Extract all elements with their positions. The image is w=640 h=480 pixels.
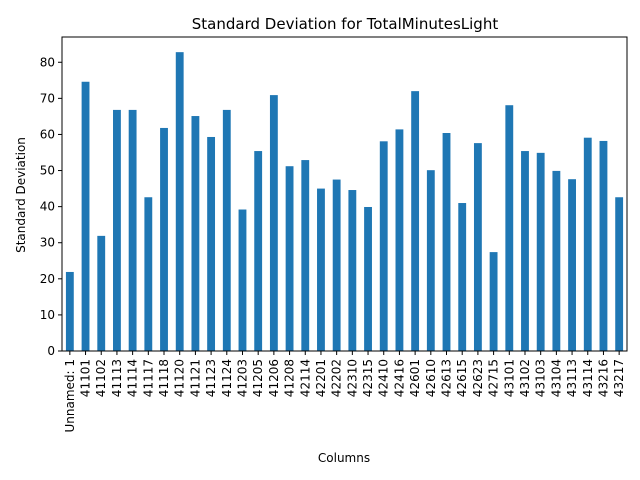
x-tick-label: 42601 xyxy=(408,359,422,397)
bar xyxy=(379,141,388,351)
x-tick-label: 42202 xyxy=(330,359,344,397)
chart-title: Standard Deviation for TotalMinutesLight xyxy=(192,15,499,33)
x-tick-label: 43104 xyxy=(549,359,563,397)
x-tick-label: 43217 xyxy=(612,359,626,397)
bar xyxy=(285,166,294,351)
bar xyxy=(113,109,121,351)
x-tick-label: 41113 xyxy=(110,359,124,397)
x-tick-label: 42114 xyxy=(298,359,312,397)
y-tick-label: 70 xyxy=(40,91,55,105)
bar xyxy=(568,179,576,351)
x-tick-label: 42410 xyxy=(377,359,391,397)
y-tick-label: 0 xyxy=(47,344,55,358)
x-tick-label: 41121 xyxy=(188,359,202,397)
bar xyxy=(97,235,106,351)
bar xyxy=(426,170,435,351)
y-tick-label: 10 xyxy=(40,308,55,322)
y-tick-label: 30 xyxy=(40,236,55,250)
bar xyxy=(489,252,498,351)
bar xyxy=(191,116,200,351)
y-axis-label: Standard Deviation xyxy=(14,137,28,253)
x-tick-label: 41114 xyxy=(126,359,140,397)
x-tick-label: 43101 xyxy=(502,359,516,397)
bar xyxy=(615,197,624,351)
bar xyxy=(81,81,90,351)
bar xyxy=(599,140,608,351)
x-tick-label: 42615 xyxy=(455,359,469,397)
x-tick-label: 43113 xyxy=(565,359,579,397)
x-tick-label: 42310 xyxy=(345,359,359,397)
x-tick-label: 41203 xyxy=(235,359,249,397)
bar xyxy=(583,137,592,351)
x-tick-label: 42613 xyxy=(440,359,454,397)
bar xyxy=(222,109,231,351)
x-axis-ticks: Unnamed: 1 41101 41102 41113 41114 41117 41118… xyxy=(63,351,626,433)
bar xyxy=(411,91,420,351)
bar xyxy=(269,95,278,351)
bar xyxy=(395,129,404,351)
x-tick-label: 43216 xyxy=(596,359,610,397)
x-tick-label: 41118 xyxy=(157,359,171,397)
bar xyxy=(473,143,482,351)
bar xyxy=(348,190,357,351)
bar xyxy=(364,206,372,351)
x-tick-label: 42315 xyxy=(361,359,375,397)
x-tick-label: Unnamed: 1 xyxy=(63,359,77,433)
bar xyxy=(536,152,545,351)
bar xyxy=(442,133,451,351)
x-tick-label: 42715 xyxy=(487,359,501,397)
x-tick-label: 42610 xyxy=(424,359,438,397)
bar xyxy=(128,109,137,351)
x-axis-label: Columns xyxy=(318,451,370,465)
bar xyxy=(332,179,341,351)
x-tick-label: 43103 xyxy=(534,359,548,397)
plot-frame xyxy=(61,36,628,352)
bar xyxy=(505,105,514,351)
x-tick-label: 41120 xyxy=(173,359,187,397)
x-tick-label: 42623 xyxy=(471,359,485,397)
y-tick-label: 50 xyxy=(40,164,55,178)
x-tick-label: 41102 xyxy=(94,359,108,397)
y-tick-label: 20 xyxy=(40,272,55,286)
y-tick-label: 80 xyxy=(40,55,55,69)
x-tick-label: 41123 xyxy=(204,359,218,397)
bar xyxy=(160,127,168,351)
x-tick-label: 41206 xyxy=(267,359,281,397)
bar xyxy=(144,197,153,351)
x-tick-label: 42201 xyxy=(314,359,328,397)
x-tick-label: 43114 xyxy=(581,359,595,397)
bar xyxy=(238,209,247,351)
x-tick-label: 43102 xyxy=(518,359,532,397)
bar xyxy=(521,151,529,351)
bar xyxy=(458,203,467,351)
x-tick-label: 42416 xyxy=(392,359,406,397)
x-tick-label: 41101 xyxy=(79,359,93,397)
x-tick-label: 41124 xyxy=(220,359,234,397)
bar xyxy=(175,52,184,351)
bar xyxy=(301,160,310,351)
y-tick-label: 60 xyxy=(40,127,55,141)
bar xyxy=(254,151,263,351)
bar xyxy=(317,188,325,351)
x-tick-label: 41205 xyxy=(251,359,265,397)
bars-group xyxy=(65,52,624,351)
x-tick-label: 41117 xyxy=(141,359,155,397)
y-axis-ticks: 0 10 20 30 40 50 60 70 80 xyxy=(40,55,62,358)
bar xyxy=(552,170,561,351)
y-tick-label: 40 xyxy=(40,200,55,214)
x-tick-label: 41208 xyxy=(283,359,297,397)
bar xyxy=(65,271,74,351)
bar xyxy=(207,136,216,351)
